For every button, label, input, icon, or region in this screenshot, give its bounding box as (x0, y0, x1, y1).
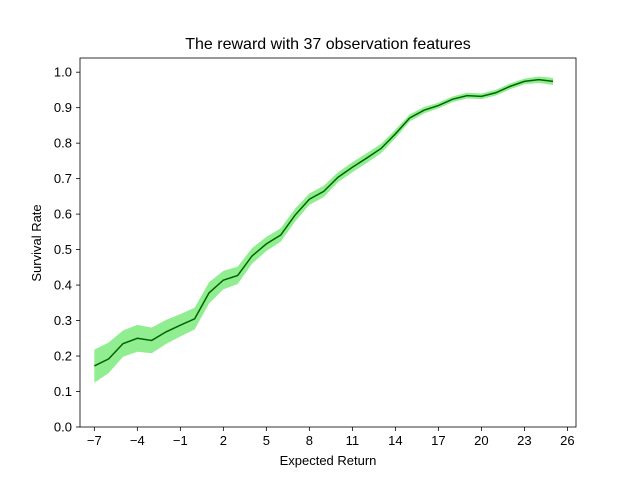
y-tick-label: 0.7 (54, 171, 72, 186)
x-tick-label: 17 (431, 433, 445, 448)
y-tick-label: 0.4 (54, 278, 72, 293)
x-tick-label: −1 (173, 433, 188, 448)
plot-area (94, 76, 554, 383)
confidence-band (94, 76, 554, 383)
x-tick-label: 14 (388, 433, 402, 448)
x-tick-label: 11 (346, 433, 360, 448)
x-tick-label: −4 (130, 433, 145, 448)
x-tick-label: 5 (263, 433, 270, 448)
y-axis-title: Survival Rate (29, 204, 44, 281)
y-tick-label: 0.9 (54, 100, 72, 115)
y-tick-label: 0.3 (54, 313, 72, 328)
series-line (94, 78, 554, 367)
x-tick-label: 8 (306, 433, 313, 448)
y-tick-label: 1.0 (54, 65, 72, 80)
y-tick-label: 0.2 (54, 349, 72, 364)
x-axis-title: Expected Return (280, 453, 377, 468)
x-tick-label: −7 (87, 433, 102, 448)
y-tick-label: 0.5 (54, 242, 72, 257)
y-tick-label: 0.6 (54, 207, 72, 222)
x-tick-label: 20 (474, 433, 488, 448)
x-tick-label: 26 (560, 433, 574, 448)
y-axis: 0.0 0.1 0.2 0.3 0.4 0.5 0.6 0.7 0.8 0.9 1.0 (54, 65, 80, 435)
y-tick-label: 0.0 (54, 420, 72, 435)
plot-frame (79, 57, 577, 428)
x-tick-label: 23 (517, 433, 531, 448)
y-tick-label: 0.8 (54, 136, 72, 151)
x-tick-label: 2 (220, 433, 227, 448)
x-axis: −7 −4 −1 2 5 8 11 14 17 20 23 26 (87, 427, 575, 448)
y-tick-label: 0.1 (54, 384, 72, 399)
chart-title: The reward with 37 observation features (185, 36, 470, 53)
